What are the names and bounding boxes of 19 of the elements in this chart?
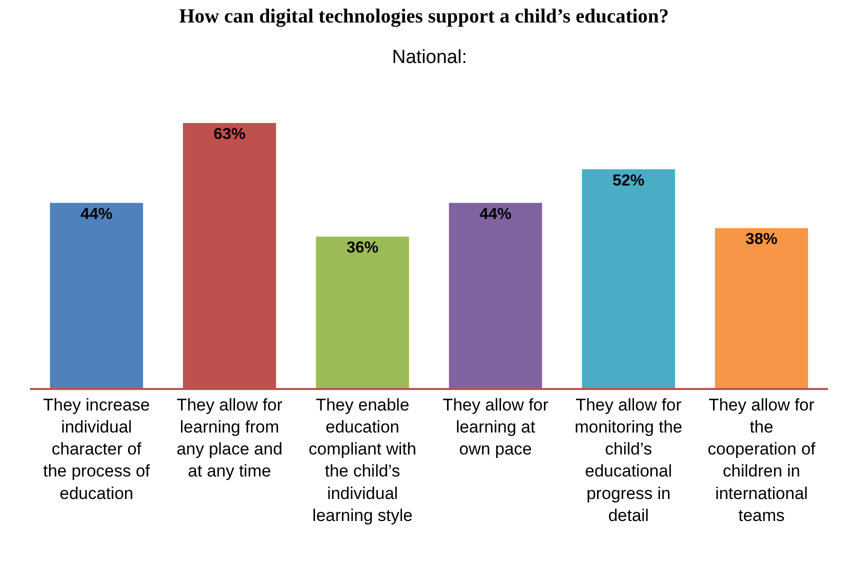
chart-subtitle: National: — [392, 47, 467, 68]
bar — [714, 228, 808, 388]
x-tick-label: They allow for monitoring the child’s educational progress in detail — [574, 395, 682, 525]
x-tick-label: They increase individual character of the process of education — [43, 395, 150, 503]
chart-title: How can digital technologies support a child’s education? — [179, 6, 669, 28]
bar — [316, 236, 410, 388]
x-tick-label: They allow for learning at own pace — [442, 395, 549, 459]
data-label: 44% — [80, 206, 113, 223]
x-tick-label: They allow for the cooperation of children in international teams — [708, 395, 816, 525]
data-label: 38% — [745, 231, 778, 248]
x-tick-label: They allow for learning from any place and at any time — [176, 395, 283, 481]
bar — [50, 202, 144, 388]
data-label: 44% — [479, 206, 512, 223]
bar — [448, 202, 542, 388]
bar — [582, 169, 676, 388]
x-tick-label: They enable education compliant with the child’s individual learning style — [308, 395, 416, 525]
data-label: 36% — [346, 240, 379, 257]
data-label: 63% — [213, 126, 246, 143]
data-label: 52% — [612, 172, 645, 190]
